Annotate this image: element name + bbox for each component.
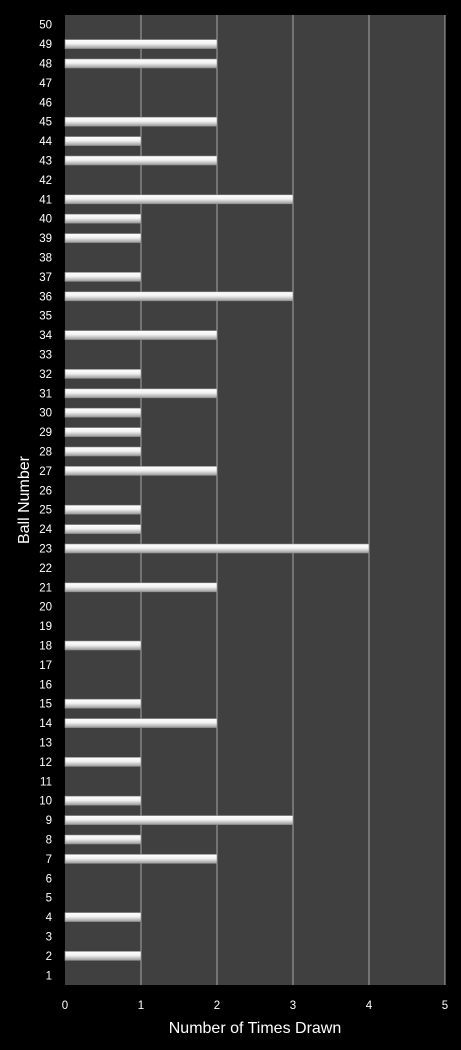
y-tick-label: 48 bbox=[39, 59, 52, 71]
y-tick-label: 36 bbox=[39, 291, 52, 303]
y-tick-label: 14 bbox=[39, 718, 52, 730]
y-tick-label: 50 bbox=[39, 20, 52, 32]
y-tick-label: 19 bbox=[39, 621, 52, 633]
y-tick-label: 12 bbox=[39, 757, 52, 769]
y-tick-label: 40 bbox=[39, 214, 52, 226]
x-tick-label: 3 bbox=[290, 1000, 296, 1012]
bar-44 bbox=[64, 136, 142, 146]
bar-12 bbox=[64, 757, 142, 767]
y-tick-label: 38 bbox=[39, 253, 52, 265]
bar-41 bbox=[64, 194, 294, 205]
y-tick-label: 25 bbox=[39, 505, 52, 517]
y-tick-label: 5 bbox=[46, 893, 52, 905]
bar-30 bbox=[64, 407, 142, 418]
y-tick-label: 29 bbox=[39, 427, 52, 439]
y-tick-label: 2 bbox=[46, 951, 52, 963]
x-axis-title: Number of Times Drawn bbox=[169, 1020, 342, 1037]
y-tick-label: 24 bbox=[39, 524, 52, 536]
bar-31 bbox=[64, 388, 218, 399]
bar-27 bbox=[64, 466, 218, 476]
y-tick-label: 41 bbox=[39, 194, 52, 206]
x-tick-label: 2 bbox=[214, 1000, 220, 1012]
y-tick-label: 4 bbox=[46, 912, 53, 924]
bar-23 bbox=[64, 543, 370, 554]
y-tick-label: 20 bbox=[39, 602, 52, 614]
bar-29 bbox=[64, 427, 142, 437]
bar-25 bbox=[64, 504, 142, 515]
bar-8 bbox=[64, 834, 142, 845]
y-tick-label: 1 bbox=[46, 970, 52, 982]
y-tick-label: 21 bbox=[39, 582, 52, 594]
y-tick-label: 43 bbox=[39, 156, 52, 168]
y-tick-label: 26 bbox=[39, 485, 52, 497]
bar-37 bbox=[64, 272, 142, 282]
y-tick-label: 8 bbox=[46, 835, 52, 847]
y-tick-label: 49 bbox=[39, 39, 52, 51]
y-tick-label: 18 bbox=[39, 641, 52, 653]
y-tick-label: 31 bbox=[39, 388, 52, 400]
bar-32 bbox=[64, 369, 142, 379]
bar-48 bbox=[64, 58, 218, 69]
y-tick-label: 16 bbox=[39, 679, 52, 691]
y-tick-label: 9 bbox=[46, 815, 52, 827]
bar-21 bbox=[64, 582, 218, 593]
x-tick-label: 4 bbox=[366, 1000, 373, 1012]
y-tick-label: 7 bbox=[46, 854, 52, 866]
y-tick-label: 15 bbox=[39, 699, 52, 711]
x-tick-label: 5 bbox=[442, 1000, 448, 1012]
x-tick-label: 1 bbox=[138, 1000, 144, 1012]
bar-14 bbox=[64, 718, 218, 728]
y-tick-label: 39 bbox=[39, 233, 52, 245]
y-tick-label: 3 bbox=[46, 932, 52, 944]
bar-45 bbox=[64, 116, 218, 127]
bar-28 bbox=[64, 446, 142, 457]
y-tick-label: 32 bbox=[39, 369, 52, 381]
x-tick-labels: 0 1 2 3 4 5 bbox=[62, 1000, 448, 1012]
y-tick-label: 35 bbox=[39, 311, 52, 323]
y-tick-label: 30 bbox=[39, 408, 52, 420]
bar-7 bbox=[64, 854, 218, 864]
bar-10 bbox=[64, 795, 142, 806]
bar-34 bbox=[64, 330, 218, 340]
bar-15 bbox=[64, 698, 142, 709]
y-tick-label: 34 bbox=[39, 330, 52, 342]
y-tick-label: 27 bbox=[39, 466, 52, 478]
y-tick-label: 42 bbox=[39, 175, 52, 187]
y-tick-label: 33 bbox=[39, 350, 52, 362]
bar-24 bbox=[64, 524, 142, 534]
bar-36 bbox=[64, 291, 294, 302]
y-tick-label: 44 bbox=[39, 136, 52, 148]
y-tick-label: 23 bbox=[39, 544, 52, 556]
bar-39 bbox=[64, 233, 142, 243]
y-tick-label: 37 bbox=[39, 272, 52, 284]
y-tick-label: 13 bbox=[39, 738, 52, 750]
y-tick-label: 6 bbox=[46, 873, 52, 885]
bar-18 bbox=[64, 640, 142, 651]
bar-43 bbox=[64, 155, 218, 166]
y-tick-label: 22 bbox=[39, 563, 52, 575]
bar-2 bbox=[64, 951, 142, 961]
y-axis-title: Ball Number bbox=[16, 455, 33, 544]
y-tick-labels: 1234567891011121314151617181920212223242… bbox=[39, 20, 52, 983]
y-tick-label: 28 bbox=[39, 447, 52, 459]
x-tick-label: 0 bbox=[62, 1000, 68, 1012]
bars bbox=[64, 39, 370, 961]
y-tick-label: 10 bbox=[39, 796, 52, 808]
bar-49 bbox=[64, 39, 218, 49]
y-tick-label: 17 bbox=[39, 660, 52, 672]
y-tick-label: 45 bbox=[39, 117, 52, 129]
y-tick-label: 46 bbox=[39, 97, 52, 109]
bar-9 bbox=[64, 815, 294, 825]
y-tick-label: 11 bbox=[40, 776, 52, 788]
y-tick-label: 47 bbox=[39, 78, 52, 90]
bar-40 bbox=[64, 213, 142, 224]
bar-4 bbox=[64, 912, 142, 922]
